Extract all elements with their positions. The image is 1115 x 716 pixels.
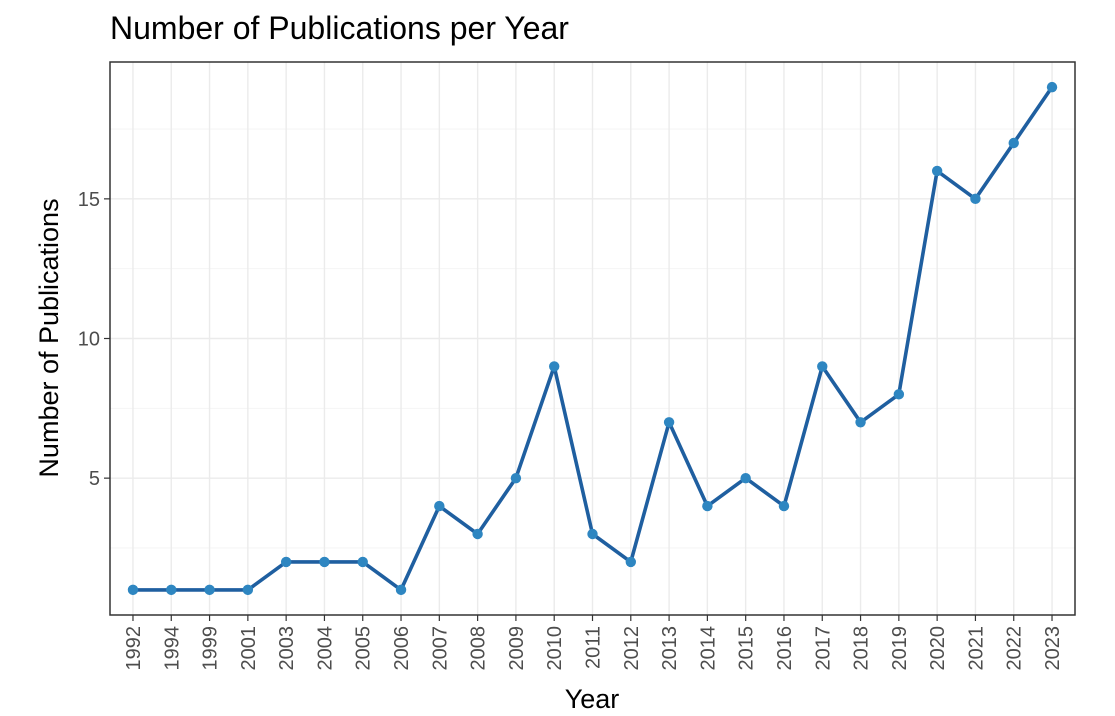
x-tick-label: 2010 — [544, 626, 566, 671]
x-tick-label: 2016 — [774, 626, 796, 671]
x-tick-label: 2004 — [314, 626, 336, 671]
data-point-2012 — [625, 556, 636, 568]
data-point-2019 — [893, 389, 905, 400]
data-point-2011 — [587, 528, 598, 540]
data-point-2007 — [434, 500, 445, 512]
x-tick-label: 2019 — [889, 626, 911, 671]
data-point-2022 — [1008, 137, 1019, 149]
x-tick-label: 1992 — [123, 626, 145, 671]
x-tick-label: 2021 — [965, 626, 987, 671]
data-point-2013 — [663, 417, 675, 428]
x-tick-label: 2022 — [1004, 626, 1026, 671]
data-point-2015 — [740, 472, 751, 484]
x-axis: 1992 1994 1999 2001 2003 2004 2005 2006 2007 2008… — [123, 615, 1064, 671]
x-tick-label: 2017 — [812, 626, 834, 671]
data-point-1994 — [166, 584, 177, 596]
x-tick-label: 2011 — [583, 626, 605, 669]
x-tick-label: 2006 — [391, 626, 413, 671]
chart-title: Number of Publications per Year — [110, 10, 569, 46]
data-point-2020 — [931, 165, 943, 177]
x-tick-label: 2023 — [1042, 626, 1064, 671]
x-tick-label: 2014 — [697, 626, 719, 671]
data-point-2018 — [855, 417, 866, 428]
series-publications — [127, 81, 1058, 596]
data-point-2017 — [817, 361, 828, 372]
data-point-2021 — [970, 193, 981, 205]
data-point-2009 — [510, 472, 522, 484]
data-point-2023 — [1046, 81, 1058, 93]
x-tick-label: 2008 — [468, 626, 490, 671]
x-tick-label: 2001 — [238, 626, 260, 671]
data-point-2014 — [702, 500, 713, 512]
plot-panel-border — [109, 61, 1076, 616]
data-point-1999 — [204, 584, 215, 596]
x-tick-label: 2020 — [927, 626, 949, 671]
data-point-1992 — [127, 584, 139, 596]
data-point-2004 — [319, 556, 330, 568]
data-point-2005 — [357, 556, 368, 568]
y-tick-label: 15 — [78, 189, 100, 211]
x-tick-label: 2012 — [621, 626, 643, 671]
x-tick-label: 2005 — [353, 626, 375, 671]
data-point-2003 — [280, 556, 292, 568]
y-axis-title: Number of Publications — [34, 198, 64, 477]
x-tick-label: 2015 — [736, 626, 758, 671]
y-tick-label: 10 — [78, 329, 100, 351]
y-tick-label: 5 — [89, 468, 100, 490]
x-tick-label: 1994 — [161, 626, 183, 671]
x-tick-label: 2007 — [429, 626, 451, 671]
x-tick-label: 2009 — [506, 626, 528, 671]
x-tick-label: 2018 — [851, 626, 873, 671]
x-tick-label: 2003 — [276, 626, 298, 671]
y-axis: 5 10 15 — [78, 189, 110, 490]
x-tick-label: 1999 — [200, 626, 222, 671]
data-point-2006 — [395, 584, 407, 596]
data-point-2008 — [472, 528, 483, 540]
grid — [110, 62, 1075, 615]
data-point-2016 — [778, 500, 790, 512]
x-axis-title: Year — [565, 684, 620, 714]
data-point-2010 — [549, 361, 560, 372]
x-tick-label: 2013 — [659, 626, 681, 671]
data-point-2001 — [242, 584, 254, 596]
